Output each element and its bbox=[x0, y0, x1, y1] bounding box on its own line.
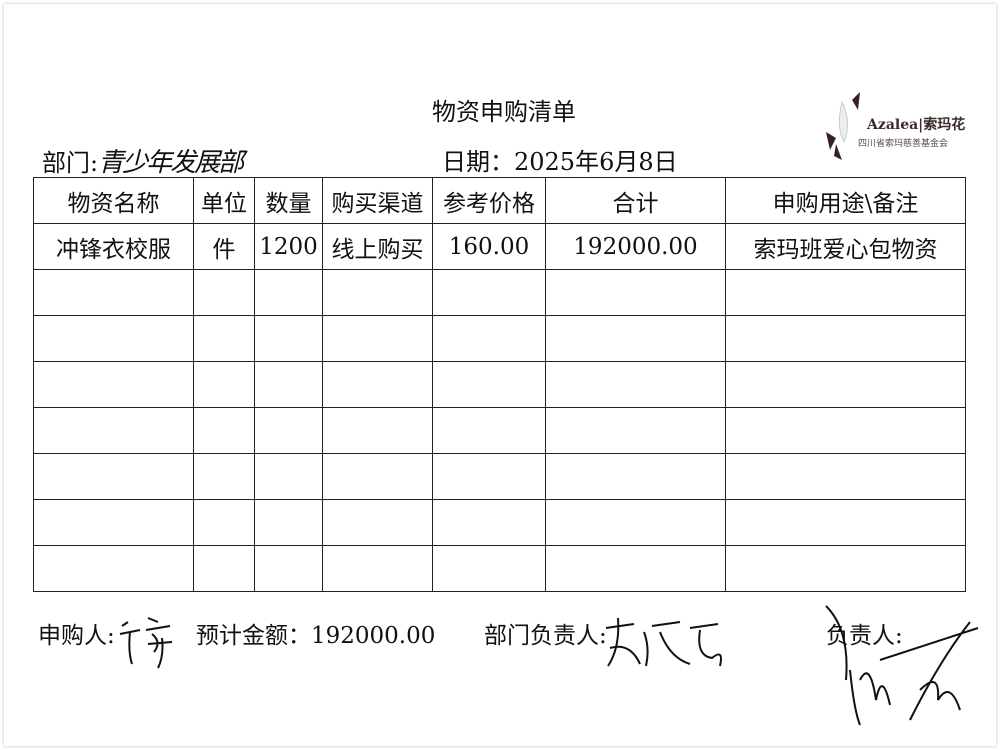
head-signature bbox=[825, 605, 979, 726]
cell-quantity bbox=[254, 269, 323, 316]
estimate-field: 预计金额：192000.00 bbox=[196, 616, 435, 650]
estimate-label: 预计金额： bbox=[196, 623, 311, 649]
cell-total bbox=[545, 499, 726, 546]
cell-unit-price bbox=[432, 361, 546, 408]
table-row bbox=[33, 407, 966, 454]
cell-unit bbox=[193, 315, 255, 362]
header-unit-price: 参考价格 bbox=[432, 177, 546, 224]
cell-total bbox=[545, 361, 726, 408]
cell-item-name bbox=[33, 361, 194, 408]
flower-logo-icon bbox=[826, 92, 860, 160]
cell-purpose: 索玛班爱心包物资 bbox=[725, 223, 966, 270]
cell-item-name bbox=[33, 407, 194, 454]
cell-unit bbox=[193, 269, 255, 316]
dept-head-label: 部门负责人: bbox=[484, 623, 607, 649]
cell-channel bbox=[322, 453, 433, 500]
cell-channel bbox=[322, 545, 433, 592]
cell-total bbox=[545, 407, 726, 454]
cell-quantity bbox=[254, 453, 323, 500]
cell-unit-price bbox=[432, 269, 546, 316]
date-field: 日期：2025年6月8日 bbox=[442, 142, 678, 177]
purchase-table: 物资名称 单位 数量 购买渠道 参考价格 合计 申购用途\备注 冲锋衣校服件 1200 线上购买 1… bbox=[33, 177, 966, 592]
table-row bbox=[33, 361, 966, 408]
dept-head-signature bbox=[605, 617, 722, 667]
cell-unit-price bbox=[432, 315, 546, 362]
table-row: 冲锋衣校服件 1200 线上购买 160.00 192000.00 索玛班爱心包物资 bbox=[33, 223, 966, 270]
table-row bbox=[33, 499, 966, 546]
cell-purpose bbox=[725, 269, 966, 316]
head-label: 负责人: bbox=[826, 623, 903, 649]
cell-channel bbox=[322, 315, 433, 362]
cell-purpose bbox=[725, 315, 966, 362]
applicant-signature bbox=[119, 617, 173, 669]
azalea-logo: Azalea|索玛花 四川省索玛慈善基金会 bbox=[822, 92, 982, 164]
cell-purpose bbox=[725, 499, 966, 546]
estimate-value: 192000.00 bbox=[311, 623, 436, 649]
cell-unit: 件 bbox=[193, 223, 255, 270]
cell-total bbox=[545, 453, 726, 500]
cell-unit-price bbox=[432, 499, 546, 546]
applicant-label: 申购人: bbox=[38, 623, 115, 649]
department-value: 青少年发展部 bbox=[98, 148, 244, 178]
cell-unit-price bbox=[432, 453, 546, 500]
cell-unit-price: 160.00 bbox=[432, 223, 546, 270]
department-field: 部门:青少年发展部 bbox=[42, 142, 244, 179]
cell-item-name bbox=[33, 453, 194, 500]
cell-quantity bbox=[254, 545, 323, 592]
cell-unit-price bbox=[432, 407, 546, 454]
header-unit: 单位 bbox=[193, 177, 255, 224]
applicant-field: 申购人: bbox=[38, 616, 115, 650]
cell-total bbox=[545, 545, 726, 592]
cell-channel bbox=[322, 407, 433, 454]
cell-purpose bbox=[725, 361, 966, 408]
header-channel: 购买渠道 bbox=[322, 177, 433, 224]
cell-total bbox=[545, 269, 726, 316]
cell-item-name bbox=[33, 269, 194, 316]
cell-unit-price bbox=[432, 545, 546, 592]
cell-item-name bbox=[33, 499, 194, 546]
cell-quantity bbox=[254, 361, 323, 408]
cell-unit bbox=[193, 407, 255, 454]
cell-item-name: 冲锋衣校服 bbox=[33, 223, 194, 270]
table-row bbox=[33, 269, 966, 316]
cell-item-name bbox=[33, 315, 194, 362]
cell-unit bbox=[193, 361, 255, 408]
dept-head-field: 部门负责人: bbox=[484, 616, 607, 650]
cell-total bbox=[545, 315, 726, 362]
cell-quantity bbox=[254, 499, 323, 546]
header-item-name: 物资名称 bbox=[33, 177, 194, 224]
logo-brand: Azalea|索玛花 bbox=[867, 117, 966, 133]
date-label: 日期： bbox=[442, 148, 514, 176]
document-title: 物资申购清单 bbox=[432, 98, 576, 126]
cell-channel: 线上购买 bbox=[322, 223, 433, 270]
cell-unit bbox=[193, 499, 255, 546]
header-quantity: 数量 bbox=[254, 177, 323, 224]
date-value: 2025年6月8日 bbox=[514, 148, 678, 176]
cell-quantity bbox=[254, 315, 323, 362]
cell-channel bbox=[322, 269, 433, 316]
header-total: 合计 bbox=[545, 177, 726, 224]
cell-item-name bbox=[33, 545, 194, 592]
head-field: 负责人: bbox=[826, 616, 903, 650]
cell-unit bbox=[193, 453, 255, 500]
table-row bbox=[33, 545, 966, 592]
cell-quantity: 1200 bbox=[254, 223, 323, 270]
department-label: 部门: bbox=[42, 149, 99, 177]
table-row bbox=[33, 453, 966, 500]
cell-purpose bbox=[725, 453, 966, 500]
cell-channel bbox=[322, 499, 433, 546]
cell-quantity bbox=[254, 407, 323, 454]
cell-total: 192000.00 bbox=[545, 223, 726, 270]
cell-purpose bbox=[725, 407, 966, 454]
header-purpose: 申购用途\备注 bbox=[725, 177, 966, 224]
cell-purpose bbox=[725, 545, 966, 592]
cell-channel bbox=[322, 361, 433, 408]
logo-org: 四川省索玛慈善基金会 bbox=[858, 139, 949, 149]
cell-unit bbox=[193, 545, 255, 592]
table-row bbox=[33, 315, 966, 362]
table-header-row: 物资名称 单位 数量 购买渠道 参考价格 合计 申购用途\备注 bbox=[33, 177, 966, 224]
